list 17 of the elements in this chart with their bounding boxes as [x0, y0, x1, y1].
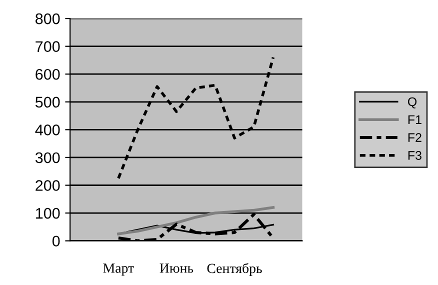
y-tick-label: 400	[35, 124, 60, 136]
line-series	[117, 206, 275, 236]
x-tick-label: Март	[103, 264, 134, 276]
x-tick-label: Сентябрь	[207, 263, 262, 276]
y-tick-label: 100	[36, 208, 60, 219]
y-tick-label: 700	[36, 41, 60, 52]
legend-label: F3	[408, 151, 422, 160]
x-tick-label: Июнь	[160, 264, 194, 273]
y-tick-label: 800	[36, 13, 60, 24]
y-tick-label: 500	[35, 96, 60, 108]
y-tick-label: 200	[36, 180, 60, 191]
legend-label: F1	[408, 115, 422, 124]
legend-label: F2	[408, 133, 422, 142]
y-tick-label: 0	[52, 236, 60, 247]
legend-label: Q	[408, 97, 417, 108]
y-tick-label: 600	[36, 68, 60, 80]
y-tick-label: 300	[35, 152, 60, 164]
